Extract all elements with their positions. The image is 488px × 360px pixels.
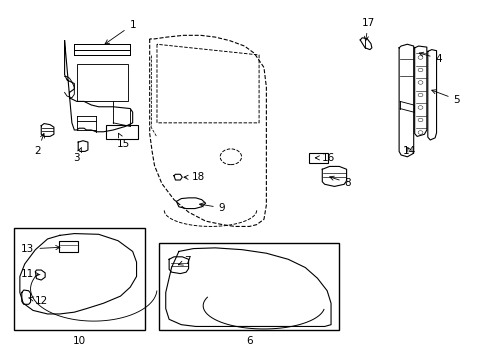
Text: 12: 12 xyxy=(29,296,48,306)
Bar xyxy=(77,64,127,102)
Text: 9: 9 xyxy=(199,203,225,213)
Text: 6: 6 xyxy=(245,336,252,346)
Text: 13: 13 xyxy=(21,244,60,254)
Text: 4: 4 xyxy=(418,52,441,64)
Text: 3: 3 xyxy=(73,148,81,163)
Text: 7: 7 xyxy=(178,256,190,266)
Bar xyxy=(159,243,339,330)
Text: 15: 15 xyxy=(117,133,130,149)
Text: 10: 10 xyxy=(73,336,85,346)
Text: 11: 11 xyxy=(21,269,40,279)
Bar xyxy=(308,153,327,163)
Text: 8: 8 xyxy=(329,176,350,188)
Text: 18: 18 xyxy=(183,172,205,183)
Text: 5: 5 xyxy=(431,90,459,105)
Text: 17: 17 xyxy=(361,18,374,41)
Text: 14: 14 xyxy=(403,147,416,157)
Bar xyxy=(14,228,144,330)
Bar xyxy=(59,242,78,252)
Text: 16: 16 xyxy=(315,153,335,163)
Text: 2: 2 xyxy=(35,134,44,156)
Text: 1: 1 xyxy=(105,19,136,44)
